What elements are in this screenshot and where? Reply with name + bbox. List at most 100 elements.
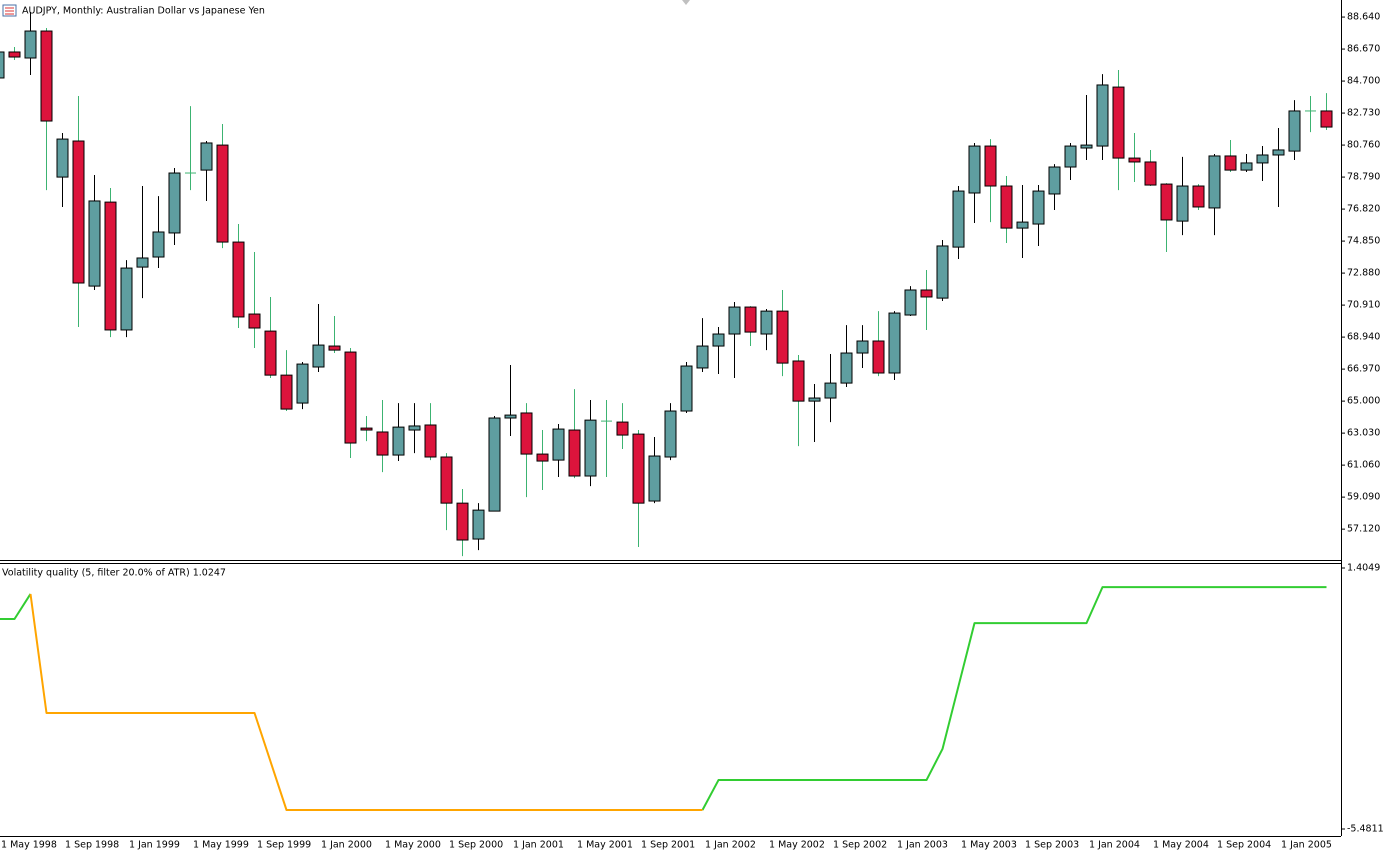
main-pane (0, 12, 1333, 557)
x-tick-label: 1 Jan 2003 (897, 840, 948, 851)
candle-body (712, 333, 725, 347)
candle-body (72, 140, 85, 284)
candle-body (696, 345, 709, 369)
candle-body (504, 414, 517, 419)
x-tick-label: 1 Sep 1999 (257, 840, 311, 851)
x-tick-label: 1 Sep 2002 (833, 840, 887, 851)
candle-body (824, 382, 837, 399)
candle-body (0, 51, 5, 79)
candle-body (568, 429, 581, 477)
candle-body (136, 257, 149, 268)
candle-body (1112, 86, 1125, 159)
y-tick-label: 63.030 (1347, 428, 1380, 439)
y-tick-label: 70.910 (1347, 300, 1380, 311)
x-tick-label: 1 Sep 2003 (1025, 840, 1079, 851)
candle-body (968, 145, 981, 194)
candle-body (312, 344, 325, 368)
candle-body (1080, 144, 1093, 149)
x-tick-label: 1 May 2000 (385, 840, 441, 851)
x-tick-label: 1 May 2001 (577, 840, 633, 851)
candle-body (680, 365, 693, 412)
candle-body (920, 289, 933, 298)
candle-body (888, 312, 901, 374)
candle-body (232, 241, 245, 318)
candle-body (392, 426, 405, 456)
y-tick-label: 59.090 (1347, 492, 1380, 503)
candle-body (984, 145, 997, 187)
candle-body (456, 502, 469, 541)
candle-body (40, 30, 53, 122)
x-tick-label: 1 May 2003 (961, 840, 1017, 851)
candle-body (296, 363, 309, 404)
candle-body (488, 417, 501, 512)
x-tick-label: 1 Sep 2001 (641, 840, 695, 851)
candle-body (520, 412, 533, 455)
candle-body (664, 410, 677, 458)
y-tick-label: 76.820 (1347, 204, 1380, 215)
candle-body (168, 172, 181, 234)
candle-body (328, 345, 341, 351)
y-tick-label: 80.760 (1347, 140, 1380, 151)
candle-body (872, 340, 885, 374)
candle-body (152, 231, 165, 258)
candle-body (760, 310, 773, 335)
candle-body (1240, 162, 1253, 171)
candle-body (24, 30, 37, 59)
candle-body (840, 352, 853, 384)
candle-body (408, 425, 421, 431)
candle-body (1272, 149, 1285, 156)
axes: 88.640 86.670 84.700 82.730 80.760 78.790 76.8… (1, 12, 1384, 851)
candle-body (1096, 84, 1109, 147)
y-tick-label: 72.880 (1347, 268, 1380, 279)
x-tick-label: 1 Sep 2000 (449, 840, 503, 851)
candle-body (280, 374, 293, 410)
candle-body (648, 455, 661, 502)
x-tick-label: 1 Jan 2005 (1281, 840, 1332, 851)
indicator-line (701, 586, 1327, 811)
y-tick-label: -5.4811 (1347, 823, 1384, 834)
y-tick-label: 66.970 (1347, 364, 1380, 375)
y-tick-label: 86.670 (1347, 44, 1380, 55)
x-tick-label: 1 Jan 2002 (705, 840, 756, 851)
candle-body (200, 142, 213, 171)
candle-body (424, 424, 437, 458)
shift-marker (682, 0, 690, 5)
candle-body (216, 144, 229, 243)
candle-body (472, 509, 485, 540)
candle-body (536, 453, 549, 462)
y-tick-label: 84.700 (1347, 76, 1380, 87)
x-tick-label: 1 Jan 2000 (321, 840, 372, 851)
candle-body (376, 431, 389, 456)
candle-body (8, 51, 21, 58)
x-tick-label: 1 Jan 2004 (1089, 840, 1140, 851)
candle-body (1256, 154, 1269, 164)
candle-body (1032, 190, 1045, 225)
candle-body (856, 340, 869, 354)
candle-body (616, 421, 629, 436)
y-tick-label: 82.730 (1347, 108, 1380, 119)
x-tick-label: 1 Jan 1999 (129, 840, 180, 851)
candle-body (776, 310, 789, 364)
candle-body (1000, 185, 1013, 229)
candle-body (360, 427, 373, 431)
chart-title: AUDJPY, Monthly: Australian Dollar vs Ja… (22, 6, 265, 17)
candle-body (1144, 161, 1157, 186)
y-tick-label: 57.120 (1347, 524, 1380, 535)
candle-body (936, 245, 949, 299)
candle-body (1160, 183, 1173, 221)
candle-body (1288, 110, 1301, 152)
candle-body (904, 289, 917, 316)
candle-body (552, 428, 565, 461)
candle-body (104, 201, 117, 331)
candle-body (728, 306, 741, 335)
indicator-line (0, 593, 32, 620)
candle-body (248, 313, 261, 329)
candle-body (1128, 157, 1141, 163)
candle-body (1208, 155, 1221, 209)
x-tick-label: 1 May 1998 (1, 840, 57, 851)
y-tick-label: 78.790 (1347, 172, 1380, 183)
y-tick-label: 61.060 (1347, 460, 1380, 471)
candle-body (584, 419, 597, 477)
